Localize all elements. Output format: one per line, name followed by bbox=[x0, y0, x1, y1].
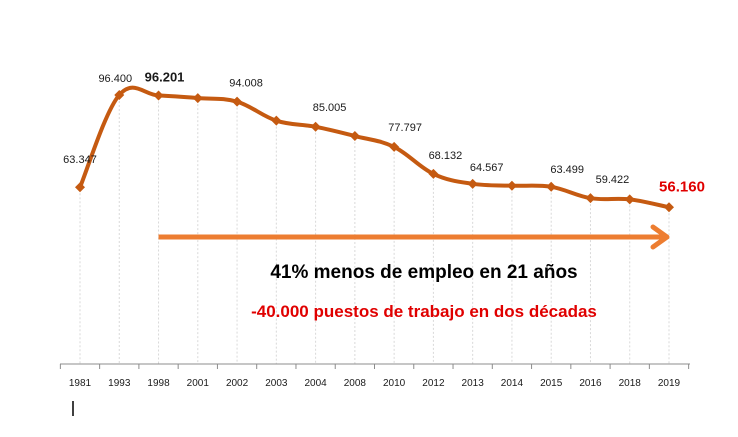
data-point-2018 bbox=[624, 194, 635, 205]
x-tick-label-2013: 2013 bbox=[462, 378, 485, 389]
data-label-1993: 96.400 bbox=[98, 73, 132, 85]
data-point-2016 bbox=[585, 193, 596, 204]
x-tick-label-2018: 2018 bbox=[619, 378, 642, 389]
data-point-1993 bbox=[114, 90, 125, 100]
x-tick-label-2019: 2019 bbox=[658, 378, 681, 389]
data-label-2013: 64.567 bbox=[470, 162, 504, 174]
data-label-2010: 77.797 bbox=[388, 122, 422, 134]
x-tick-label-2003: 2003 bbox=[265, 378, 288, 389]
x-tick-label-1993: 1993 bbox=[108, 378, 131, 389]
x-tick-label-1981: 1981 bbox=[69, 378, 92, 389]
data-label-2002: 94.008 bbox=[229, 78, 263, 90]
data-label-2004: 85.005 bbox=[313, 102, 347, 114]
x-tick-label-2010: 2010 bbox=[383, 378, 406, 389]
data-label-2016: 59.422 bbox=[596, 174, 630, 186]
x-tick-label-2002: 2002 bbox=[226, 378, 249, 389]
data-point-2003 bbox=[271, 115, 282, 126]
data-label-1998: 96.201 bbox=[145, 70, 185, 85]
x-tick-label-1998: 1998 bbox=[147, 378, 170, 389]
grid-lines bbox=[79, 101, 670, 364]
series-line bbox=[78, 85, 671, 210]
trend-arrow bbox=[158, 224, 670, 250]
employment-series-line bbox=[78, 85, 671, 210]
annotation-primary: 41% menos de empleo en 21 años bbox=[270, 262, 577, 283]
x-tick-label-2014: 2014 bbox=[501, 378, 524, 389]
x-tick-label-2008: 2008 bbox=[344, 378, 367, 389]
data-point-2008 bbox=[349, 131, 360, 142]
data-point-2019 bbox=[664, 202, 674, 213]
data-label-2019: 56.160 bbox=[659, 178, 705, 195]
data-point-2004 bbox=[310, 121, 321, 132]
data-point-2010 bbox=[389, 141, 400, 152]
x-axis: 1981 1993 1998 2001 2002 2003 2004 2008 2010 2012… bbox=[59, 363, 690, 389]
x-tick-label-2001: 2001 bbox=[187, 378, 210, 389]
data-point-1998 bbox=[153, 90, 164, 101]
x-tick-label-2012: 2012 bbox=[422, 378, 445, 389]
data-label-2012: 68.132 bbox=[429, 150, 463, 162]
annotation-secondary: -40.000 puestos de trabajo en dos década… bbox=[251, 302, 597, 321]
data-label-1981: 63.347 bbox=[63, 154, 97, 166]
data-point-2001 bbox=[192, 93, 203, 104]
data-label-2015: 63.499 bbox=[550, 164, 584, 176]
data-point-1981 bbox=[75, 182, 85, 193]
data-point-2015 bbox=[546, 181, 557, 192]
x-tick-label-2015: 2015 bbox=[540, 378, 563, 389]
series-markers bbox=[75, 90, 674, 213]
data-point-2002 bbox=[232, 96, 243, 107]
data-point-2014 bbox=[506, 180, 517, 191]
trend-arrow-head bbox=[650, 224, 670, 250]
data-point-2012 bbox=[428, 168, 439, 179]
x-tick-label-2016: 2016 bbox=[579, 378, 602, 389]
data-labels: 63.347 96.400 96.201 94.008 85.005 77.797 68.1… bbox=[63, 70, 705, 196]
data-point-2013 bbox=[467, 178, 478, 189]
x-tick-label-2004: 2004 bbox=[304, 378, 327, 389]
